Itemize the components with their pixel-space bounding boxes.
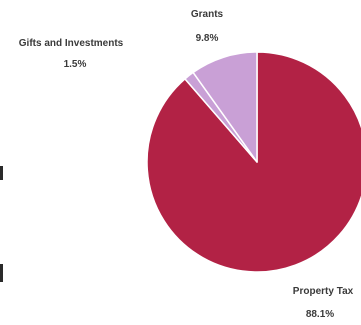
slice-label-property-tax-percent: 88.1% xyxy=(306,309,334,320)
slice-label-property-tax-name: Property Tax xyxy=(293,286,354,297)
slice-label-grants-name: Grants xyxy=(191,9,224,20)
slice-grants xyxy=(192,51,258,163)
pie-slices xyxy=(146,51,361,273)
slice-label-grants-percent: 9.8% xyxy=(196,33,219,44)
edge-decoration-upper xyxy=(0,166,3,180)
slice-property-tax xyxy=(146,51,361,273)
edge-decoration-lower xyxy=(0,264,3,282)
slice-label-gifts-name: Gifts and Investments xyxy=(19,38,124,49)
slice-label-gifts-percent: 1.5% xyxy=(64,59,87,70)
